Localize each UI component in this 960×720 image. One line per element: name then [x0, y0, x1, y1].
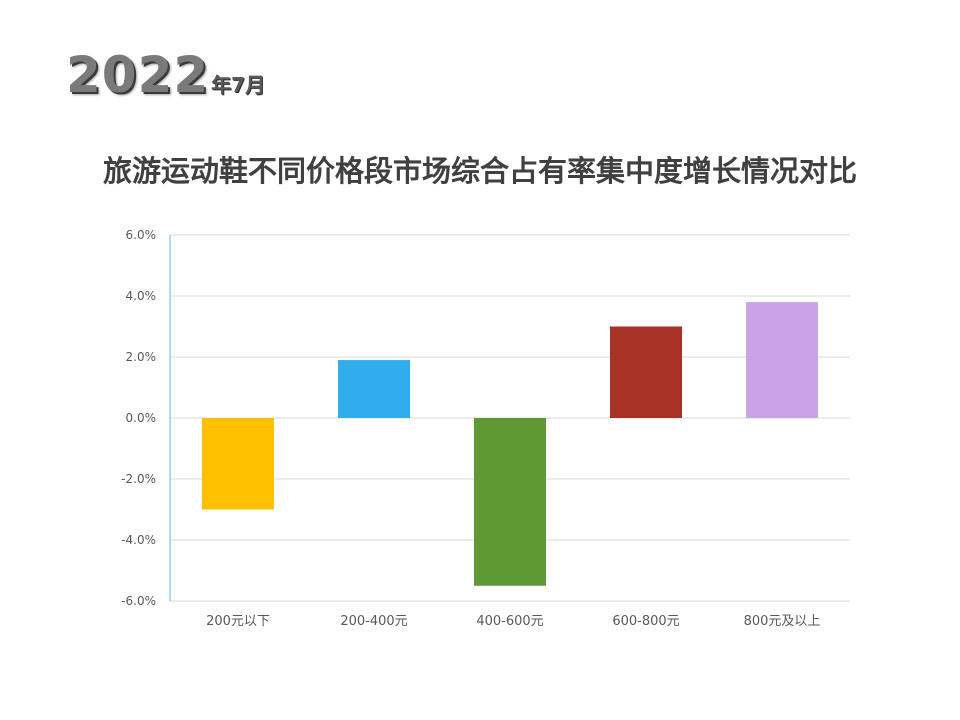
y-tick-label: 6.0% [126, 228, 157, 242]
y-tick-labels: 6.0% 4.0% 2.0% 0.0% -2.0% -4.0% -6.0% [121, 228, 156, 608]
y-tick-label: 0.0% [126, 411, 157, 425]
bars [202, 302, 818, 586]
chart-title: 旅游运动鞋不同价格段市场综合占有率集中度增长情况对比 [102, 154, 857, 188]
x-tick-label: 200元以下 [206, 614, 270, 629]
bar [338, 360, 410, 418]
month-text: 年7月 [211, 73, 266, 97]
y-tick-label: 4.0% [126, 289, 157, 303]
y-tick-label: 2.0% [126, 350, 157, 364]
y-tick-label: -2.0% [121, 472, 156, 486]
x-tick-label: 600-800元 [612, 614, 679, 629]
x-tick-label: 200-400元 [340, 614, 407, 629]
y-tick-label: -6.0% [121, 594, 156, 608]
year-text: 2022 [66, 46, 210, 104]
bar [746, 302, 818, 418]
bar [202, 418, 274, 510]
x-tick-label: 800元及以上 [744, 614, 821, 629]
x-tick-labels: 200元以下 200-400元 400-600元 600-800元 800元及以上 [206, 614, 820, 629]
x-tick-label: 400-600元 [476, 614, 543, 629]
date-heading: 2022 年7月 [66, 46, 265, 106]
bar [610, 326, 682, 418]
bar [474, 418, 546, 586]
y-tick-label: -4.0% [121, 533, 156, 547]
